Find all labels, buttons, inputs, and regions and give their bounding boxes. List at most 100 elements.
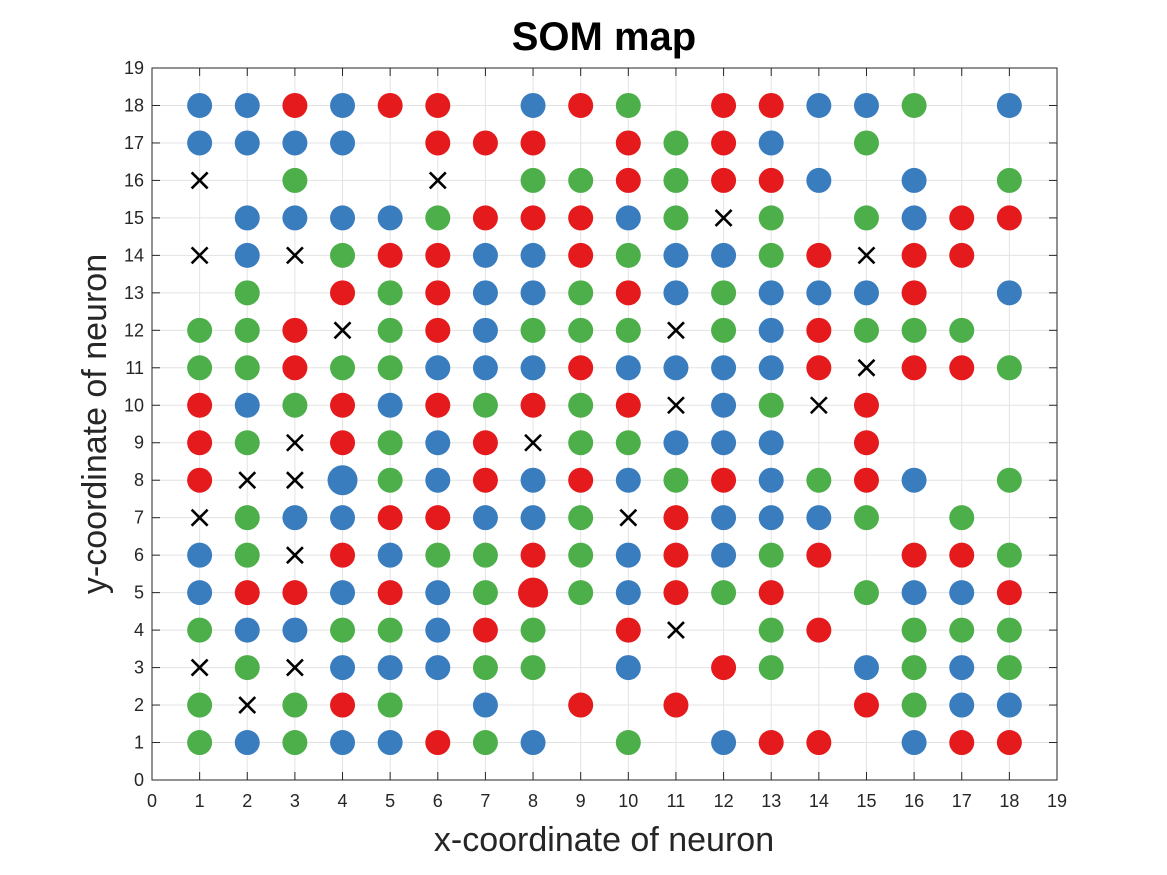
blue-neuron-point [615,580,641,606]
green-neuron-point [520,167,546,193]
blue-neuron-point [711,355,737,381]
red-neuron-point [853,430,879,456]
x-tick-label: 7 [480,791,490,811]
red-neuron-point [711,467,737,493]
red-neuron-point [330,392,356,418]
red-neuron-point [472,130,498,156]
blue-neuron-point [234,392,260,418]
blue-neuron-point [472,355,498,381]
blue-neuron-point [996,692,1022,718]
cross-stroke [285,246,304,265]
plot-frame [151,67,1058,781]
x-tick-label: 18 [999,791,1019,811]
empty-neuron-cross [428,171,447,190]
green-neuron-point [568,167,594,193]
x-tick-label: 4 [338,791,348,811]
x-tick-label: 12 [714,791,734,811]
green-neuron-point [758,392,784,418]
blue-neuron-point [996,280,1022,306]
blue-neuron-point [520,355,546,381]
chart-title: SOM map [512,15,696,59]
green-neuron-point [187,692,213,718]
red-neuron-point [472,617,498,643]
green-neuron-point [377,317,403,343]
blue-neuron-point [327,465,358,496]
red-neuron-point [568,355,594,381]
blue-neuron-point [282,205,308,231]
x-tick-label: 19 [1047,791,1067,811]
green-neuron-point [520,655,546,681]
blue-neuron-point [996,92,1022,118]
y-tick-label: 4 [134,620,144,640]
blue-neuron-point [520,92,546,118]
red-neuron-point [282,317,308,343]
red-neuron-point [377,580,403,606]
green-neuron-point [758,655,784,681]
y-tick-label: 13 [124,283,144,303]
cross-stroke [714,208,733,227]
cross-stroke [857,358,876,377]
red-neuron-point [187,430,213,456]
blue-neuron-point [758,280,784,306]
red-neuron-point [949,355,975,381]
green-neuron-point [234,317,260,343]
green-neuron-point [425,205,451,231]
blue-neuron-point [234,617,260,643]
green-neuron-point [901,317,927,343]
empty-neuron-cross [857,358,876,377]
green-neuron-point [234,542,260,568]
blue-neuron-point [615,355,641,381]
x-axis-label: x-coordinate of neuron [434,821,774,859]
y-tick-label: 14 [124,245,144,265]
axis-ticks [151,67,1058,781]
empty-neuron-cross [190,171,209,190]
empty-neuron-cross [190,658,209,677]
blue-neuron-point [520,505,546,531]
y-tick-label: 9 [134,433,144,453]
blue-neuron-point [377,392,403,418]
red-neuron-point [663,692,689,718]
y-tick-label: 18 [124,95,144,115]
y-tick-label: 12 [124,320,144,340]
blue-neuron-point [806,167,832,193]
green-neuron-point [806,467,832,493]
y-tick-label: 1 [134,733,144,753]
green-neuron-point [568,280,594,306]
blue-neuron-point [806,280,832,306]
red-neuron-point [568,692,594,718]
green-neuron-point [996,167,1022,193]
red-neuron-point [377,505,403,531]
red-neuron-point [806,317,832,343]
blue-neuron-point [425,355,451,381]
y-tick-label: 6 [134,545,144,565]
red-neuron-point [472,467,498,493]
blue-neuron-point [377,205,403,231]
red-neuron-point [187,467,213,493]
red-neuron-point [425,242,451,268]
red-neuron-point [568,92,594,118]
empty-neuron-cross [524,433,542,452]
blue-neuron-point [472,505,498,531]
blue-neuron-point [806,92,832,118]
red-neuron-point [520,542,546,568]
blue-neuron-point [425,430,451,456]
empty-neuron-cross [285,471,304,490]
blue-neuron-point [282,505,308,531]
green-neuron-point [901,655,927,681]
red-neuron-point [806,355,832,381]
x-tick-label: 16 [904,791,924,811]
x-tick-label: 5 [385,791,395,811]
empty-neuron-cross [667,396,685,415]
red-neuron-point [806,730,832,756]
empty-neuron-cross [809,396,828,415]
blue-neuron-point [472,242,498,268]
blue-neuron-point [901,580,927,606]
cross-stroke [524,433,542,452]
blue-neuron-point [234,130,260,156]
red-neuron-point [996,205,1022,231]
green-neuron-point [568,580,594,606]
green-neuron-point [711,280,737,306]
red-neuron-point [472,430,498,456]
red-neuron-point [330,430,356,456]
